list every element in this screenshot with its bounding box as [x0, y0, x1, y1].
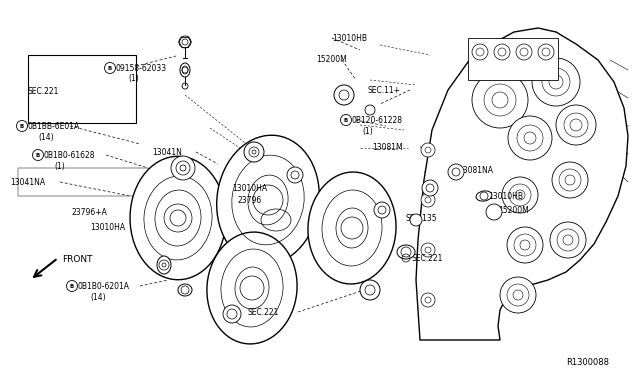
Text: (14): (14) — [38, 133, 54, 142]
Ellipse shape — [476, 191, 492, 201]
Text: R1300088: R1300088 — [566, 358, 609, 367]
Circle shape — [287, 167, 303, 183]
Circle shape — [410, 214, 422, 226]
Circle shape — [421, 293, 435, 307]
Text: 13010HA: 13010HA — [90, 223, 125, 232]
Circle shape — [33, 150, 44, 160]
Circle shape — [334, 85, 354, 105]
Text: (1): (1) — [362, 127, 372, 136]
Text: 13041N: 13041N — [152, 148, 182, 157]
Circle shape — [223, 305, 241, 323]
Ellipse shape — [178, 284, 192, 296]
Text: 0B1B0-6201A: 0B1B0-6201A — [78, 282, 130, 291]
Text: 13041NA: 13041NA — [10, 178, 45, 187]
Ellipse shape — [207, 232, 297, 344]
Circle shape — [421, 193, 435, 207]
Polygon shape — [416, 28, 628, 340]
Text: B: B — [20, 124, 24, 128]
Text: FRONT: FRONT — [62, 255, 93, 264]
Circle shape — [67, 280, 77, 292]
Text: 13081NA: 13081NA — [458, 166, 493, 175]
Circle shape — [550, 222, 586, 258]
Circle shape — [421, 243, 435, 257]
Circle shape — [556, 105, 596, 145]
Circle shape — [448, 164, 464, 180]
Text: B: B — [108, 65, 112, 71]
Ellipse shape — [157, 256, 171, 274]
Circle shape — [422, 180, 438, 196]
Ellipse shape — [397, 245, 415, 259]
Text: SEC.221: SEC.221 — [248, 308, 280, 317]
Text: SEC.221: SEC.221 — [412, 254, 444, 263]
Circle shape — [374, 202, 390, 218]
Text: 15200M: 15200M — [316, 55, 347, 64]
Text: 09158-62033: 09158-62033 — [116, 64, 167, 73]
Text: B: B — [344, 118, 348, 122]
Circle shape — [532, 58, 580, 106]
Text: 23796+A: 23796+A — [72, 208, 108, 217]
Text: 15200M: 15200M — [498, 206, 529, 215]
Text: 0B1B0-61628: 0B1B0-61628 — [44, 151, 95, 160]
Polygon shape — [130, 156, 226, 280]
Ellipse shape — [217, 135, 319, 265]
Circle shape — [17, 121, 28, 131]
Text: 13010HA: 13010HA — [232, 184, 267, 193]
Text: SEC.11+: SEC.11+ — [368, 86, 401, 95]
Text: (1): (1) — [128, 74, 139, 83]
Circle shape — [365, 105, 375, 115]
Circle shape — [486, 204, 502, 220]
Circle shape — [472, 72, 528, 128]
Circle shape — [552, 162, 588, 198]
Text: SEC.221: SEC.221 — [28, 87, 60, 96]
Text: 13010HB: 13010HB — [332, 34, 367, 43]
Circle shape — [421, 143, 435, 157]
Text: (1): (1) — [54, 162, 65, 171]
Text: B: B — [36, 153, 40, 157]
Text: 13081M: 13081M — [372, 143, 403, 152]
Text: SEC.135: SEC.135 — [406, 214, 438, 223]
Bar — [28, 55, 136, 123]
Circle shape — [502, 177, 538, 213]
Circle shape — [244, 142, 264, 162]
Circle shape — [507, 227, 543, 263]
Circle shape — [360, 280, 380, 300]
Circle shape — [104, 62, 115, 74]
Circle shape — [171, 156, 195, 180]
Text: 0B1BB-6E01A: 0B1BB-6E01A — [28, 122, 80, 131]
Circle shape — [508, 116, 552, 160]
Circle shape — [500, 277, 536, 313]
Ellipse shape — [308, 172, 396, 284]
Text: 0B120-61228: 0B120-61228 — [352, 116, 403, 125]
Text: 13010HB: 13010HB — [488, 192, 523, 201]
Bar — [468, 38, 558, 80]
Text: 23796: 23796 — [238, 196, 262, 205]
Text: (14): (14) — [90, 293, 106, 302]
Circle shape — [340, 115, 351, 125]
Text: B: B — [70, 283, 74, 289]
